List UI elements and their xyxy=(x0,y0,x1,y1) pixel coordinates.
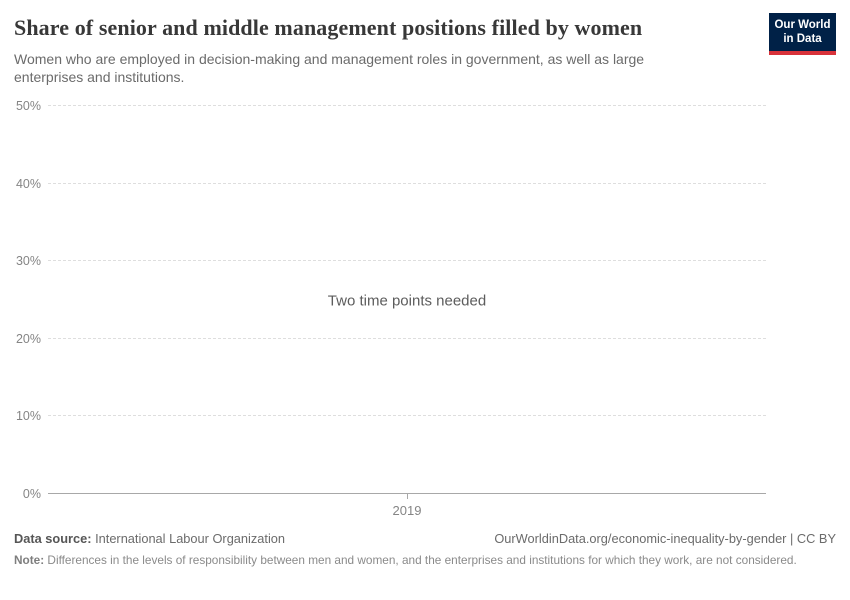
y-axis-tick-label: 30% xyxy=(15,253,41,268)
owid-logo-line1: Our World xyxy=(774,19,831,31)
empty-chart-message: Two time points needed xyxy=(327,292,487,310)
footer-note: Note: Differences in the levels of respo… xyxy=(14,553,836,569)
data-source-label: Data source: xyxy=(14,531,92,546)
footer-source-row: Data source: International Labour Organi… xyxy=(14,531,836,546)
y-axis-tick-label: 40% xyxy=(15,176,41,191)
attribution-link[interactable]: OurWorldinData.org/economic-inequality-b… xyxy=(494,531,836,546)
chart-subtitle: Women who are employed in decision-makin… xyxy=(14,51,645,86)
y-axis-tick-label: 20% xyxy=(15,331,41,346)
data-source-text: Data source: International Labour Organi… xyxy=(14,531,285,546)
chart-footer: Data source: International Labour Organi… xyxy=(14,531,836,569)
y-axis-tick-label: 10% xyxy=(15,408,41,423)
note-value: Differences in the levels of responsibil… xyxy=(44,553,797,567)
x-axis-tick-label: 2019 xyxy=(392,503,422,518)
y-axis-tick-label: 50% xyxy=(15,98,41,113)
owid-logo[interactable]: Our World in Data xyxy=(769,13,836,55)
plot-area: 50% 40% 30% 20% 10% 0% Two time points n… xyxy=(16,100,766,518)
y-axis-tick-label: 0% xyxy=(22,486,41,501)
data-source-value: International Labour Organization xyxy=(91,531,286,546)
gridline-30: 30% xyxy=(16,255,766,267)
gridline-10: 10% xyxy=(16,410,766,422)
gridline-40: 40% xyxy=(16,178,766,190)
owid-logo-line2: in Data xyxy=(783,33,822,46)
chart-title: Share of senior and middle management po… xyxy=(14,15,643,40)
gridline-50: 50% xyxy=(16,100,766,112)
gridline-20: 20% xyxy=(16,333,766,345)
x-axis-tick-mark xyxy=(407,493,408,499)
note-label: Note: xyxy=(14,553,45,567)
